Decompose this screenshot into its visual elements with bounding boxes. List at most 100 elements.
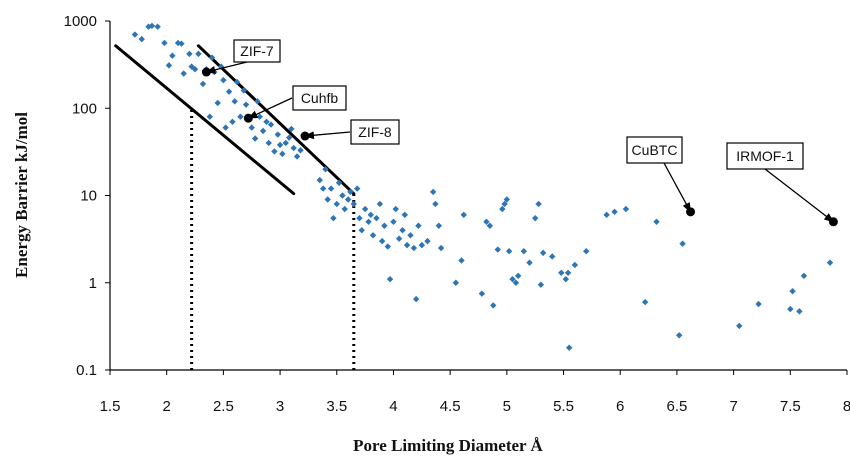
scatter-point bbox=[418, 241, 426, 249]
scatter-point bbox=[276, 141, 284, 149]
x-tick-label: 6.5 bbox=[666, 398, 687, 415]
callout-arrow bbox=[304, 131, 351, 140]
scatter-point bbox=[169, 52, 176, 59]
callout-box bbox=[626, 136, 683, 164]
scatter-point bbox=[390, 218, 397, 225]
scatter-point bbox=[178, 40, 185, 47]
scatter-point bbox=[214, 99, 221, 107]
scatter-point bbox=[367, 211, 374, 219]
callout-arrow bbox=[764, 168, 835, 223]
scatter-point bbox=[407, 232, 414, 239]
scatter-point bbox=[233, 78, 241, 86]
scatter-point bbox=[161, 39, 168, 47]
scatter-point bbox=[347, 188, 354, 196]
scatter-point bbox=[195, 50, 202, 58]
scatter-point bbox=[403, 241, 411, 249]
callout-label: ZIF-8 bbox=[358, 124, 392, 140]
scatter-point bbox=[611, 208, 618, 216]
scatter-point bbox=[282, 139, 289, 147]
scatter-point bbox=[410, 244, 418, 252]
y-tick-label: 0.1 bbox=[76, 362, 97, 379]
scatter-point bbox=[787, 305, 794, 313]
scatter-point bbox=[395, 235, 403, 242]
scatter-point bbox=[220, 76, 227, 84]
x-tick-label: 6 bbox=[616, 398, 624, 415]
scatter-point bbox=[131, 31, 139, 38]
scatter-point bbox=[571, 261, 579, 269]
scatter-point bbox=[330, 214, 337, 222]
callout-box bbox=[233, 39, 281, 63]
scatter-point bbox=[549, 253, 556, 260]
scatter-point bbox=[231, 98, 238, 105]
scatter-point bbox=[148, 22, 156, 30]
callout-label: CuBTC bbox=[632, 142, 678, 158]
y-tick-label: 100 bbox=[72, 100, 97, 117]
scatter-point bbox=[458, 257, 465, 264]
scatter-point bbox=[558, 269, 565, 277]
x-tick-label: 1.5 bbox=[100, 398, 121, 415]
highlight-point bbox=[828, 217, 838, 227]
scatter-point bbox=[288, 125, 295, 133]
scatter-point bbox=[401, 211, 408, 219]
scatter-point bbox=[526, 259, 533, 266]
scatter-point bbox=[322, 166, 329, 173]
scatter-point bbox=[254, 98, 261, 105]
scatter-point bbox=[335, 179, 343, 186]
highlight-layer: ZIF-7 Cuhfb ZIF-8 CuBTC IRMOF-1 bbox=[201, 39, 838, 227]
y-tick-label: 1 bbox=[89, 275, 97, 292]
scatter-point bbox=[452, 279, 460, 286]
scatter-point bbox=[520, 247, 528, 255]
scatter-point bbox=[562, 275, 570, 283]
scatter-point bbox=[460, 211, 467, 219]
x-tick-label: 3 bbox=[276, 398, 284, 415]
scatter-point bbox=[412, 295, 420, 303]
x-tick-label: 7 bbox=[729, 398, 737, 415]
scatter-point bbox=[358, 227, 365, 234]
scatter-point bbox=[297, 147, 304, 154]
scatter-point bbox=[583, 247, 590, 255]
scatter-point bbox=[603, 211, 610, 219]
callout-arrow bbox=[247, 97, 293, 119]
callout-label: IRMOF-1 bbox=[736, 148, 794, 164]
scatter-point bbox=[222, 124, 229, 131]
scatter-point bbox=[736, 322, 743, 330]
callout-arrow bbox=[663, 162, 692, 213]
scatter-point bbox=[353, 185, 361, 192]
x-axis-title: Pore Limiting Diameter Å bbox=[353, 436, 543, 455]
scatter-point bbox=[271, 148, 278, 155]
scatter-point bbox=[435, 222, 443, 229]
scatter-point bbox=[505, 247, 513, 255]
scatter-point bbox=[512, 279, 520, 286]
scatter-point bbox=[240, 87, 247, 94]
scatter-point bbox=[248, 124, 255, 131]
scatter-point bbox=[679, 240, 686, 247]
scatter-point bbox=[641, 298, 649, 306]
scatter-point bbox=[138, 35, 145, 43]
scatter-point bbox=[229, 118, 236, 125]
highlight-point bbox=[201, 67, 211, 77]
scatter-point bbox=[437, 244, 445, 252]
x-tick-label: 8 bbox=[843, 398, 850, 415]
y-axis-title: Energy Barrier kJ/mol bbox=[12, 112, 31, 278]
scatter-point bbox=[191, 66, 199, 73]
scatter-point bbox=[324, 196, 331, 203]
scatter-point bbox=[361, 205, 369, 213]
scatter-point bbox=[494, 246, 501, 253]
scatter-point bbox=[285, 134, 293, 141]
highlight-point bbox=[300, 131, 310, 141]
scatter-point bbox=[392, 205, 399, 213]
scatter-point bbox=[503, 196, 511, 203]
scatter-point bbox=[316, 176, 323, 184]
scatter-point bbox=[424, 237, 431, 245]
scatter-point bbox=[274, 131, 282, 138]
x-tick-label: 5 bbox=[503, 398, 511, 415]
scatter-point bbox=[279, 150, 286, 158]
scatter-point bbox=[365, 218, 372, 225]
scatter-point bbox=[356, 214, 363, 222]
x-tick-label: 2 bbox=[163, 398, 171, 415]
scatter-point bbox=[381, 222, 388, 229]
scatter-point bbox=[259, 127, 267, 135]
callout-arrow bbox=[205, 61, 248, 74]
scatter-layer bbox=[131, 22, 834, 351]
scatter-point bbox=[341, 205, 348, 213]
